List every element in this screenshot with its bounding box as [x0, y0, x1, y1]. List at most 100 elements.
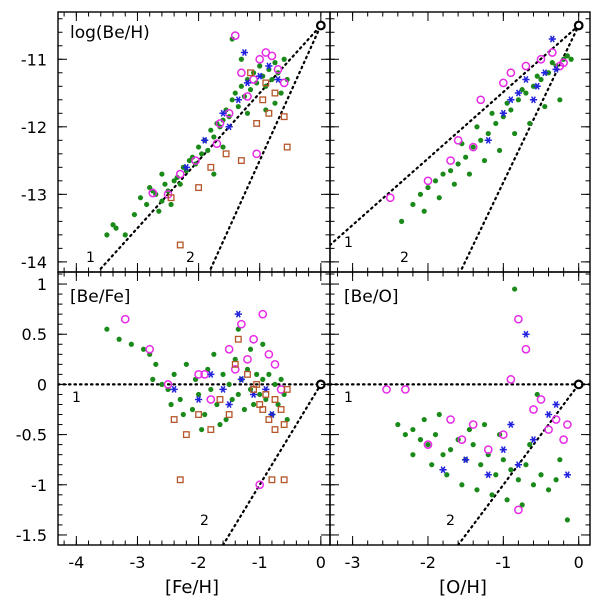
data-point-open-circle — [191, 156, 200, 165]
data-point-open-circle — [498, 78, 508, 88]
data-point-open-circle — [243, 354, 252, 364]
data-point-dot — [150, 376, 156, 382]
data-point-dot — [534, 391, 540, 398]
data-point-open-circle — [175, 169, 185, 179]
data-point-open-circle — [536, 54, 546, 64]
data-point-open-square — [271, 396, 279, 403]
data-point-dot — [542, 103, 548, 110]
data-point-open-square — [195, 411, 203, 418]
data-point-dot — [395, 421, 401, 428]
data-point-star — [529, 96, 538, 104]
data-point-dot — [557, 97, 563, 103]
data-point-open-circle — [264, 349, 274, 359]
data-point-dot — [398, 218, 405, 224]
data-point-dot — [211, 171, 217, 177]
data-point-dot — [104, 326, 110, 332]
data-point-open-circle — [120, 314, 130, 324]
data-point-dot — [474, 487, 480, 493]
data-point-star — [265, 62, 273, 70]
reference-line-label: 1 — [86, 250, 95, 266]
data-point-open-circle — [401, 385, 410, 394]
x-tick-label-right: 0 — [574, 553, 584, 572]
data-point-open-square — [225, 411, 233, 418]
data-point-star — [522, 330, 530, 338]
data-point-star — [219, 385, 227, 393]
data-point-open-square — [167, 194, 175, 202]
data-point-dot — [205, 147, 211, 154]
panel-top-right: 12 — [329, 11, 591, 273]
data-point-open-circle — [529, 405, 538, 414]
data-point-dot — [220, 144, 226, 150]
data-point-dot — [549, 60, 555, 66]
data-point-star — [507, 96, 515, 104]
data-point-dot — [478, 137, 484, 143]
data-point-open-circle — [423, 176, 433, 186]
data-point-open-circle — [273, 65, 283, 74]
data-point-dot — [174, 174, 180, 181]
data-point-open-circle — [551, 415, 561, 424]
data-point-dot — [229, 36, 235, 42]
data-point-dot — [512, 130, 518, 137]
data-point-dot — [523, 90, 529, 96]
data-point-open-circle — [446, 415, 455, 424]
reference-line-label: 1 — [72, 390, 81, 406]
x-tick-label-right: -1 — [495, 553, 511, 572]
data-point-open-square — [271, 426, 279, 434]
y-tick-label-top: -12 — [21, 118, 47, 137]
data-point-dot — [500, 114, 506, 120]
data-point-open-square — [207, 426, 215, 434]
data-point-open-circle — [506, 68, 516, 78]
data-point-dot — [171, 371, 177, 377]
data-point-dot — [519, 502, 525, 508]
data-point-dot — [260, 341, 266, 347]
data-point-dot — [470, 442, 476, 448]
data-point-open-circle — [521, 61, 531, 71]
data-point-dot — [257, 63, 263, 69]
data-point-star — [484, 136, 492, 144]
data-point-open-circle — [255, 480, 265, 490]
data-point-open-circle — [559, 435, 568, 444]
data-point-open-square — [222, 150, 230, 158]
data-point-open-circle — [483, 445, 493, 455]
data-point-dot — [515, 97, 522, 103]
data-point-dot — [159, 171, 165, 177]
x-tick-label-left: -2 — [191, 553, 207, 572]
data-point-dot — [232, 356, 238, 362]
data-point-dot — [113, 225, 119, 231]
data-point-dot — [278, 376, 284, 382]
data-point-dot — [417, 437, 424, 443]
data-point-dot — [247, 346, 254, 352]
data-point-dot — [410, 452, 416, 458]
data-point-open-circle — [423, 440, 433, 449]
data-point-open-square — [283, 385, 291, 393]
data-point-open-circle — [547, 48, 557, 57]
data-point-open-circle — [258, 309, 268, 319]
data-point-dot — [284, 416, 290, 423]
data-point-star — [243, 79, 252, 87]
data-point-dot — [545, 70, 552, 76]
data-point-open-circle — [230, 31, 240, 40]
data-point-dot — [459, 482, 465, 488]
data-point-open-circle — [514, 505, 523, 515]
data-point-dot — [244, 366, 251, 372]
data-point-dot — [444, 472, 450, 478]
data-point-dot — [229, 396, 235, 403]
data-point-dot — [519, 87, 525, 93]
data-point-dot — [496, 147, 503, 154]
data-point-dot — [235, 391, 241, 398]
data-point-dot — [530, 83, 537, 89]
data-point-dot — [208, 127, 214, 133]
data-point-open-circle — [163, 380, 173, 389]
data-point-dot — [168, 401, 174, 408]
data-point-open-circle — [506, 375, 516, 384]
data-point-open-square — [216, 396, 224, 403]
data-point-dot — [189, 154, 196, 160]
data-point-open-square — [231, 360, 239, 368]
data-point-open-circle — [252, 149, 262, 159]
data-point-open-circle — [382, 385, 391, 394]
data-point-open-circle — [249, 334, 258, 344]
data-point-open-square — [262, 390, 270, 398]
data-point-dot — [171, 178, 177, 184]
data-point-dot — [474, 124, 480, 130]
data-point-dot — [131, 211, 138, 218]
